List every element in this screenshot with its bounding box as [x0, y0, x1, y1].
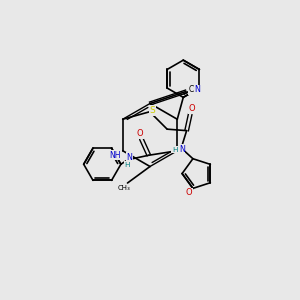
Text: H: H	[172, 147, 177, 152]
Text: S: S	[149, 106, 155, 115]
Text: N: N	[194, 85, 200, 94]
Text: O: O	[188, 104, 195, 113]
Text: O: O	[136, 129, 143, 138]
Text: H: H	[124, 162, 130, 168]
Text: N: N	[179, 145, 185, 154]
Text: CH₃: CH₃	[118, 185, 131, 191]
Text: N: N	[126, 153, 132, 162]
Text: O: O	[186, 188, 193, 197]
Text: C: C	[189, 85, 194, 94]
Text: NH: NH	[110, 151, 121, 160]
